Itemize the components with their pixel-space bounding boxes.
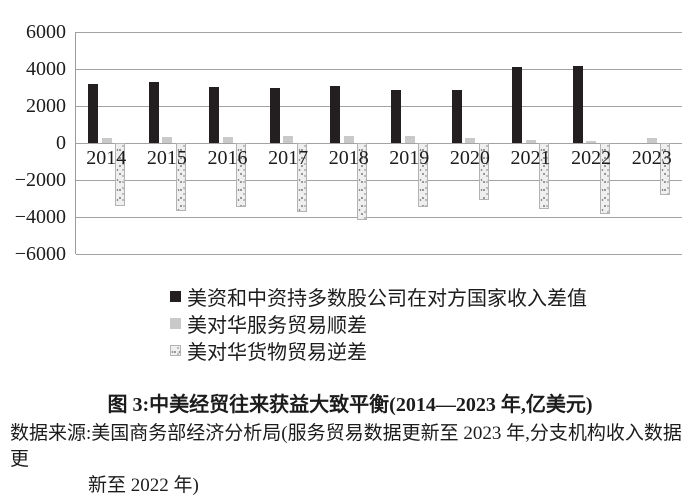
figure-caption: 图 3:中美经贸往来获益大致平衡(2014—2023 年,亿美元) (107, 394, 593, 416)
bar-2021-series-0 (512, 67, 523, 143)
gridline (76, 106, 682, 107)
legend-label-income-difference: 美资和中资持多数股公司在对方国家收入差值 (187, 288, 587, 310)
bar-chart: 6000 4000 2000 0 −2000 −4000 −6000 2014 2015 201… (0, 22, 682, 264)
bar-2020-series-2 (478, 143, 489, 201)
bar-2020-series-0 (451, 89, 462, 143)
x-tick-label: 2020 (449, 147, 490, 169)
bar-2022-series-2 (599, 143, 610, 214)
bar-2022-series-1 (586, 140, 597, 143)
gridline (76, 180, 682, 181)
gridline (76, 254, 682, 255)
category-group-2023: 2023 (621, 32, 682, 254)
bar-2018-series-2 (357, 143, 368, 221)
x-tick-label: 2021 (510, 147, 551, 169)
gridline (76, 69, 682, 70)
plot-area: 2014 2015 2016 2017 2018 2019 2020 2021 2022 2023 (75, 32, 682, 255)
bar-2017-series-0 (269, 88, 280, 143)
bar-2014-series-1 (101, 138, 112, 143)
bar-2016-series-0 (209, 86, 220, 143)
y-tick-label: 4000 (26, 58, 66, 80)
category-group-2014: 2014 (76, 32, 137, 254)
data-source-line1: 数据来源:美国商务部经济分析局(服务贸易数据更新至 2023 年,分支机构收入数… (10, 423, 682, 470)
x-tick-label: 2016 (207, 147, 248, 169)
gridline (76, 143, 682, 144)
bar-2015-series-2 (175, 143, 186, 211)
category-group-2021: 2021 (500, 32, 561, 254)
bar-2015-series-0 (148, 81, 159, 143)
gridline (76, 32, 682, 33)
bar-2021-series-1 (525, 140, 536, 143)
x-tick-label: 2017 (268, 147, 309, 169)
bar-2014-series-0 (88, 83, 98, 143)
bar-2014-series-2 (115, 143, 125, 207)
data-source: 数据来源:美国商务部经济分析局(服务贸易数据更新至 2023 年,分支机构收入数… (10, 421, 696, 499)
x-tick-label: 2022 (571, 147, 612, 169)
bar-2019-series-0 (391, 90, 401, 143)
bar-2018-series-0 (330, 85, 341, 143)
bar-2016-series-1 (222, 136, 233, 143)
y-axis: 6000 4000 2000 0 −2000 −4000 −6000 (0, 22, 66, 264)
x-tick-label: 2015 (146, 147, 187, 169)
y-tick-label: 6000 (26, 21, 66, 43)
bar-2015-series-1 (162, 137, 173, 143)
y-tick-label: −6000 (14, 243, 66, 265)
x-tick-label: 2018 (328, 147, 369, 169)
x-tick-label: 2014 (86, 147, 127, 169)
bar-2021-series-2 (539, 143, 550, 209)
category-group-2018: 2018 (318, 32, 379, 254)
x-tick-label: 2023 (631, 147, 672, 169)
y-tick-label: 0 (56, 132, 66, 154)
y-tick-label: −2000 (14, 169, 66, 191)
category-group-2017: 2017 (258, 32, 319, 254)
bar-2023-series-1 (646, 138, 657, 143)
bar-2023-series-2 (660, 143, 671, 195)
gridline (76, 217, 682, 218)
bar-2017-series-2 (296, 143, 307, 213)
bar-2017-series-1 (283, 135, 294, 143)
bar-2016-series-2 (236, 143, 247, 208)
bar-2019-series-2 (418, 143, 428, 207)
legend-swatch-goods-deficit (170, 345, 181, 356)
legend-item-goods-deficit: 美对华货物贸易逆差 (170, 337, 587, 364)
x-tick-label: 2019 (389, 147, 430, 169)
legend-swatch-services-surplus (170, 318, 181, 329)
bar-2018-series-1 (343, 135, 354, 143)
y-tick-label: 2000 (26, 95, 66, 117)
bar-2022-series-0 (572, 66, 583, 143)
legend-item-income-difference: 美资和中资持多数股公司在对方国家收入差值 (170, 283, 587, 310)
category-group-2022: 2022 (561, 32, 622, 254)
bar-2020-series-1 (465, 138, 476, 143)
legend: 美资和中资持多数股公司在对方国家收入差值 美对华服务贸易顺差 美对华货物贸易逆差 (170, 283, 587, 364)
y-tick-label: −4000 (14, 206, 66, 228)
bar-2019-series-1 (404, 136, 415, 143)
category-group-2016: 2016 (197, 32, 258, 254)
legend-item-services-surplus: 美对华服务贸易顺差 (170, 310, 587, 337)
category-group-2019: 2019 (379, 32, 440, 254)
category-group-2015: 2015 (137, 32, 198, 254)
legend-label-goods-deficit: 美对华货物贸易逆差 (187, 342, 367, 364)
legend-swatch-income-difference (170, 291, 181, 302)
data-source-line2: 新至 2022 年) (88, 475, 199, 496)
legend-label-services-surplus: 美对华服务贸易顺差 (187, 315, 367, 337)
category-group-2020: 2020 (440, 32, 501, 254)
